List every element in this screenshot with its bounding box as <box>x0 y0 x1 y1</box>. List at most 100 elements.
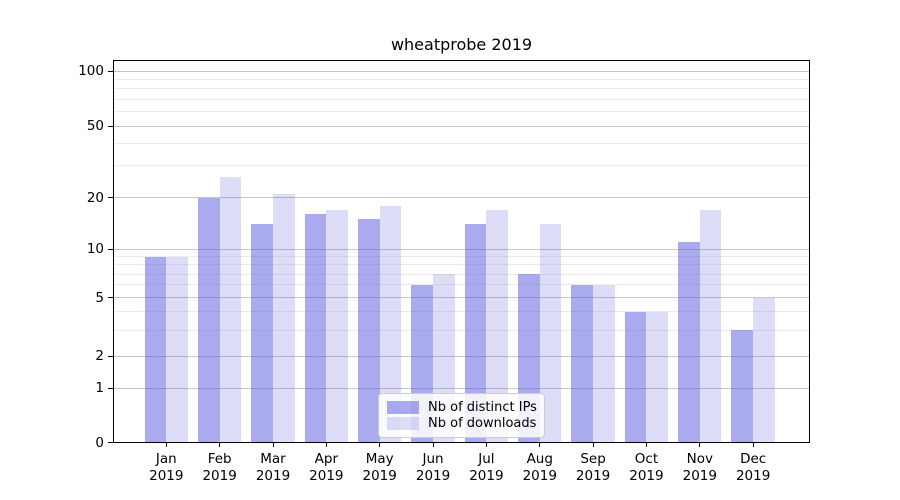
x-tick-label-line: 2019 <box>629 468 664 484</box>
legend-swatch-downloads <box>387 417 419 430</box>
bar-downloads-oct-2019 <box>646 311 669 443</box>
gridline-minor-30 <box>113 165 810 167</box>
x-tick-dec-2019 <box>752 443 754 447</box>
x-tick-may-2019 <box>379 443 381 447</box>
chart-title: wheatprobe 2019 <box>390 35 533 54</box>
y-tick-100 <box>108 70 113 72</box>
y-tick-label-0: 0 <box>95 434 104 451</box>
x-tick-label-line: 2019 <box>362 468 397 484</box>
x-tick-label-line: Mar <box>260 451 286 467</box>
gridline-major-100 <box>113 70 810 72</box>
y-tick-20 <box>108 197 113 199</box>
gridline-major-50 <box>113 125 810 127</box>
legend-item-ips: Nb of distinct IPs <box>387 400 537 415</box>
y-tick-label-50: 50 <box>86 118 104 134</box>
x-tick-label-line: 2019 <box>469 468 504 484</box>
bar-ips-oct-2019 <box>624 311 647 443</box>
x-tick-jul-2019 <box>485 443 487 447</box>
x-tick-label-nov-2019: Nov 2019 <box>660 451 740 485</box>
gridline-major-5 <box>113 297 810 299</box>
bar-ips-sep-2019 <box>571 284 594 443</box>
x-tick-label-line: 2019 <box>682 468 717 484</box>
gridline-major-20 <box>113 197 810 199</box>
x-tick-label-apr-2019: Apr 2019 <box>286 451 366 485</box>
x-tick-label-aug-2019: Aug 2019 <box>500 451 580 485</box>
x-tick-label-line: Jul <box>478 451 495 467</box>
bar-ips-nov-2019 <box>678 242 700 443</box>
bar-ips-apr-2019 <box>304 214 327 443</box>
gridline-minor-9 <box>113 256 810 258</box>
bar-downloads-sep-2019 <box>593 284 615 443</box>
gridline-minor-80 <box>113 88 810 90</box>
bar-ips-mar-2019 <box>251 224 273 443</box>
gridline-major-2 <box>113 355 810 357</box>
x-tick-label-line: 2019 <box>149 468 184 484</box>
bar-downloads-jan-2019 <box>166 256 188 443</box>
gridline-minor-7 <box>113 273 810 275</box>
legend: Nb of distinct IPs Nb of downloads <box>378 393 545 438</box>
x-tick-label-line: Aug <box>526 451 553 467</box>
bar-downloads-aug-2019 <box>539 224 562 443</box>
x-tick-feb-2019 <box>219 443 221 447</box>
bar-ips-jan-2019 <box>144 256 167 443</box>
x-tick-label-line: 2019 <box>255 468 291 484</box>
gridline-major-10 <box>113 248 810 250</box>
legend-swatch-ips <box>387 401 419 414</box>
x-tick-label-line: 2019 <box>202 468 237 484</box>
x-tick-label-dec-2019: Dec 2019 <box>713 451 793 485</box>
x-tick-label-line: Sep <box>580 451 606 467</box>
x-tick-label-line: 2019 <box>735 468 771 484</box>
y-tick-5 <box>108 297 113 299</box>
x-tick-label-jul-2019: Jul 2019 <box>446 451 526 485</box>
x-tick-label-mar-2019: Mar 2019 <box>233 451 313 485</box>
y-tick-label-2: 2 <box>95 348 104 364</box>
x-tick-aug-2019 <box>539 443 541 447</box>
bar-ips-feb-2019 <box>197 197 220 443</box>
x-tick-label-jun-2019: Jun 2019 <box>393 451 473 485</box>
bar-ips-jul-2019 <box>464 224 487 443</box>
x-tick-label-line: Jun <box>422 451 444 467</box>
x-tick-label-line: May <box>365 451 394 467</box>
x-tick-label-line: Jan <box>155 451 177 467</box>
x-tick-jan-2019 <box>165 443 167 447</box>
gridline-minor-90 <box>113 78 810 80</box>
gridline-minor-40 <box>113 142 810 144</box>
x-tick-label-line: Nov <box>686 451 713 467</box>
x-tick-sep-2019 <box>592 443 594 447</box>
x-tick-mar-2019 <box>272 443 274 447</box>
gridline-minor-3 <box>113 329 810 331</box>
x-tick-label-line: Apr <box>314 451 339 467</box>
y-tick-label-100: 100 <box>78 63 104 79</box>
plot-area: Nb of distinct IPs Nb of downloads 0 1 2 5 1… <box>78 60 810 484</box>
bar-downloads-jul-2019 <box>486 209 509 443</box>
y-tick-0 <box>108 442 113 444</box>
legend-label-downloads: Nb of downloads <box>428 416 537 431</box>
legend-label-ips: Nb of distinct IPs <box>428 400 537 415</box>
gridline-minor-6 <box>113 284 810 286</box>
x-tick-jun-2019 <box>432 443 434 447</box>
x-tick-label-line: 2019 <box>415 468 451 484</box>
gridline-minor-70 <box>113 98 810 100</box>
bar-downloads-may-2019 <box>379 205 402 443</box>
x-tick-nov-2019 <box>699 443 701 447</box>
gridline-minor-4 <box>113 311 810 313</box>
x-tick-apr-2019 <box>325 443 327 447</box>
x-tick-label-may-2019: May 2019 <box>340 451 420 485</box>
y-tick-label-1: 1 <box>95 380 104 397</box>
y-tick-label-5: 5 <box>95 289 104 306</box>
bar-downloads-apr-2019 <box>326 209 349 443</box>
gridline-minor-60 <box>113 111 810 113</box>
x-tick-oct-2019 <box>645 443 647 447</box>
gridline-major-1 <box>113 387 810 389</box>
x-tick-label-line: 2019 <box>309 468 344 484</box>
x-tick-label-oct-2019: Oct 2019 <box>606 451 686 485</box>
y-tick-1 <box>108 387 113 389</box>
x-tick-label-line: 2019 <box>522 468 557 484</box>
y-tick-label-20: 20 <box>86 189 104 206</box>
bar-downloads-feb-2019 <box>219 177 242 443</box>
bar-downloads-nov-2019 <box>699 209 722 443</box>
x-tick-label-jan-2019: Jan 2019 <box>126 451 206 485</box>
x-tick-label-line: Oct <box>634 451 659 467</box>
x-tick-label-sep-2019: Sep 2019 <box>553 451 633 485</box>
